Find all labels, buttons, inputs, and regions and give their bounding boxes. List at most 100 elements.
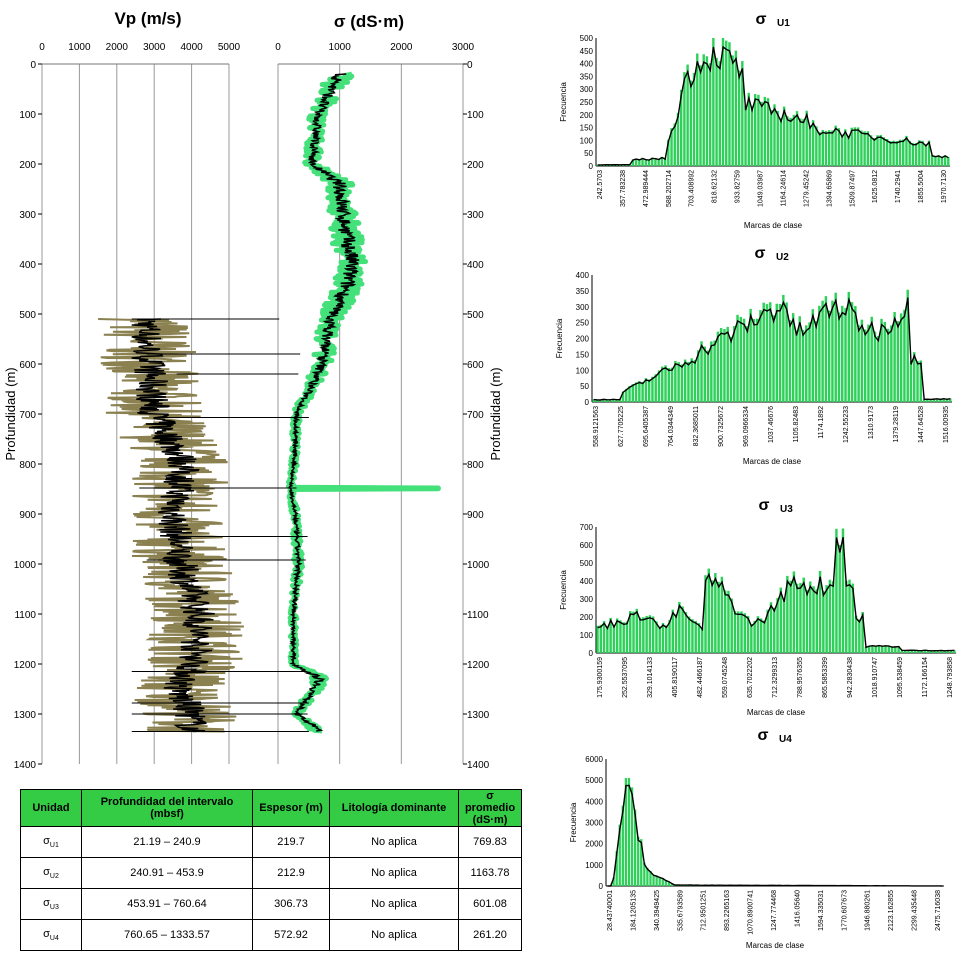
y-tick-label: 0 — [589, 162, 594, 171]
histogram-bar — [714, 573, 717, 653]
histogram-bar — [861, 612, 864, 653]
depth-tick-label-right: 400 — [467, 260, 484, 271]
histogram-bar — [641, 382, 644, 402]
x-tick-label: 1594.335031 — [818, 890, 825, 931]
histogram-bar — [612, 625, 616, 653]
histogram-bar — [741, 61, 744, 167]
histogram-bar — [776, 110, 779, 166]
histogram-bar — [670, 883, 674, 886]
depth-tick-label-left: 200 — [19, 160, 36, 171]
x-tick-label: 405.8190117 — [672, 657, 679, 697]
y-tick-label: 300 — [576, 303, 590, 312]
histogram-bar — [863, 131, 866, 166]
histogram-bar — [737, 611, 740, 653]
histogram-bar — [792, 114, 796, 166]
y-axis-label: Frecuencia — [559, 570, 568, 610]
y-tick-label: 0 — [599, 882, 604, 891]
histogram-bar — [749, 308, 752, 402]
y-tick-label: 100 — [576, 366, 590, 375]
x-tick-label: 703.408992 — [689, 170, 696, 207]
histogram-bar — [733, 610, 737, 653]
y-tick-label: 300 — [580, 595, 594, 604]
histogram-bar — [664, 880, 667, 886]
histogram-bar — [752, 318, 756, 402]
histogram-bar — [720, 576, 724, 653]
histogram-bar — [825, 585, 828, 653]
histogram-bar — [615, 399, 618, 402]
histogram-bar — [769, 302, 772, 402]
histogram-bar — [700, 341, 703, 402]
histogram-title: σ — [755, 245, 766, 262]
histogram-bar — [799, 118, 802, 166]
y-tick-label: 0 — [589, 649, 594, 658]
histogram-bar — [914, 142, 918, 166]
depth-tick-label-right: 1400 — [467, 760, 490, 771]
x-tick-label: 712.9501251 — [701, 890, 708, 931]
histogram-bar — [712, 38, 715, 166]
histogram-bar — [831, 300, 834, 402]
y-axis-label: Frecuencia — [569, 802, 578, 842]
histogram-bar — [683, 359, 687, 402]
histogram-bar — [894, 646, 897, 653]
histogram-bar — [795, 111, 799, 166]
y-tick-label: 350 — [576, 287, 590, 296]
histogram-bar — [640, 839, 643, 886]
interval-cell: 21.19 – 240.9 — [81, 826, 253, 858]
x-tick-label: 1740.2941 — [895, 170, 902, 203]
histogram-bar — [805, 590, 809, 653]
histogram-bar — [689, 80, 693, 166]
histogram-bar — [934, 155, 937, 166]
histogram-bar — [835, 528, 838, 653]
y-tick-label: 100 — [580, 631, 594, 640]
histogram-bar — [699, 65, 702, 166]
x-tick-label: 893.2265163 — [724, 890, 731, 931]
histogram-bar — [851, 583, 855, 653]
histogram-bar — [827, 310, 831, 402]
histograms: σ U1050100150200250300350400450500Frecuen… — [555, 11, 956, 950]
histogram-bar — [932, 398, 936, 402]
x-tick-label: 559.0745248 — [722, 657, 729, 698]
vp-title: Vp (m/s) — [114, 9, 181, 28]
histogram-bar — [596, 625, 599, 653]
y-tick-label: 400 — [580, 60, 594, 69]
depth-tick-label-left: 400 — [19, 260, 36, 271]
histogram-bar — [929, 399, 932, 402]
histogram-title-sub: U1 — [777, 18, 790, 29]
x-tick-label: 969.0966334 — [743, 406, 750, 447]
x-tick-label: 788.9576355 — [797, 657, 804, 698]
y-tick-label: 400 — [580, 577, 594, 586]
histogram-bar — [642, 617, 645, 653]
histogram-bar — [677, 362, 680, 402]
y-tick-label: 250 — [580, 98, 594, 107]
histogram-bar — [776, 598, 779, 653]
histogram-bar — [854, 306, 857, 402]
histogram-bar — [757, 94, 760, 166]
y-tick-label: 6000 — [585, 755, 603, 764]
histogram-bar — [795, 583, 799, 653]
histogram-bar — [729, 336, 733, 402]
histogram-bar — [694, 620, 697, 653]
histogram-bar — [879, 134, 882, 166]
histogram-bar — [887, 645, 891, 653]
depth-tick-label-left: 1100 — [14, 610, 36, 621]
histogram-bar — [769, 602, 773, 653]
x-tick-label: 1000 — [68, 42, 91, 53]
unit-cell: σU1 — [20, 826, 82, 858]
histogram-smooth-line — [597, 45, 949, 166]
x-tick-label: 1379.28119 — [893, 406, 900, 443]
x-tick-label: 340.3949425 — [654, 890, 661, 931]
x-axis-label: Marcas de clase — [746, 941, 805, 950]
x-tick-label: 535.6793589 — [677, 890, 684, 931]
histogram-bar — [802, 577, 805, 653]
histogram-bar — [815, 126, 818, 166]
depth-label-left: Profundidad (m) — [3, 367, 18, 460]
lithology-cell: No aplica — [329, 857, 459, 889]
histogram-bar — [939, 399, 942, 402]
average-cell: 1163.78 — [458, 857, 522, 889]
x-tick-label: 942.2830438 — [847, 657, 854, 698]
histogram-bar — [646, 867, 649, 886]
histogram-bar — [638, 617, 642, 653]
histogram-bar — [592, 399, 595, 402]
histogram-bar — [860, 319, 864, 402]
histogram-bar — [848, 579, 851, 653]
